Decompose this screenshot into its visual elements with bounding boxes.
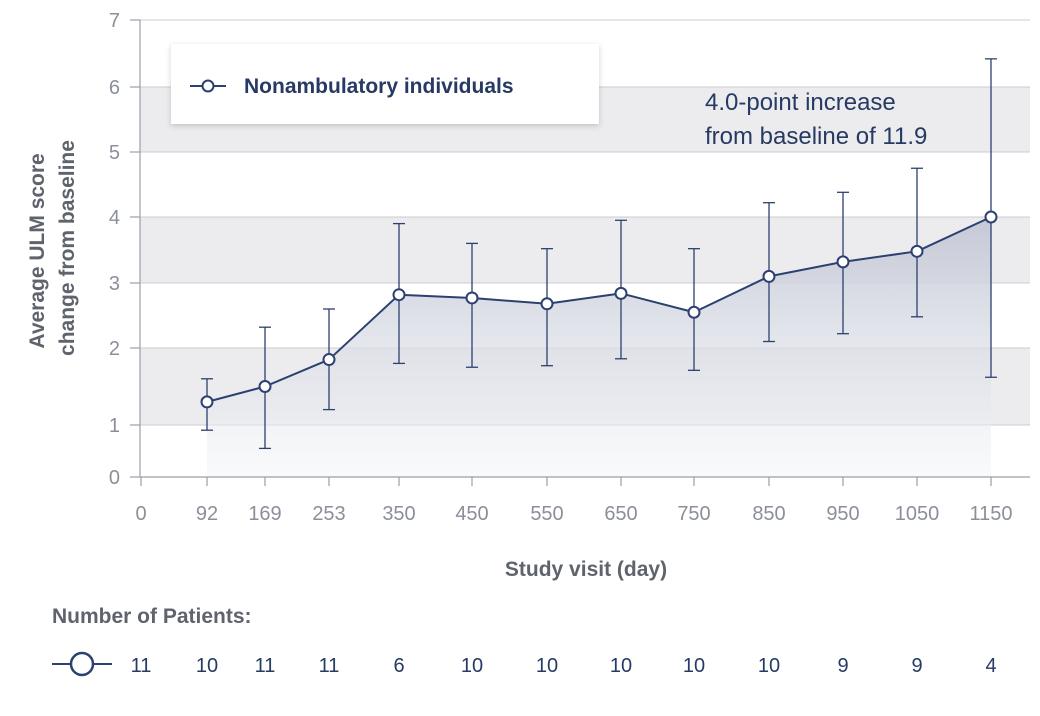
annotation: 4.0-point increase from baseline of 11.9 — [705, 89, 927, 150]
x-tick-label-1150: 1150 — [969, 503, 1012, 525]
x-tick-label-650: 650 — [604, 503, 637, 525]
y-axis-title-line-2: change from baseline — [56, 140, 79, 356]
patient-count-169: 11 — [255, 655, 276, 677]
patient-count-750: 10 — [683, 655, 705, 677]
y-tick-label-4: 4 — [109, 207, 120, 229]
x-tick-labels: 0 92 169 253 350 450 550 650 750 850 950 1050 1150 — [135, 503, 1012, 525]
y-axis-title: Average ULM score change from baseline — [26, 140, 79, 356]
data-point-92 — [200, 395, 214, 409]
data-point-850 — [762, 269, 776, 283]
x-tick-label-750: 750 — [677, 503, 710, 525]
data-point-1050 — [910, 244, 924, 258]
x-tick-label-850: 850 — [752, 503, 785, 525]
y-tick-labels: 0 1 2 3 4 5 6 7 — [109, 10, 120, 489]
annotation-line-2: from baseline of 11.9 — [705, 123, 927, 150]
data-point-450 — [465, 291, 479, 305]
patients-counts: 11 10 11 11 6 10 10 10 10 10 9 9 4 — [131, 655, 997, 677]
patient-count-650: 10 — [610, 655, 632, 677]
legend-circle-marker — [201, 79, 215, 93]
y-tick-label-0: 0 — [109, 467, 120, 489]
x-tick-label-92: 92 — [196, 503, 218, 525]
error-bar-450 — [466, 242, 478, 368]
patients-section: Number of Patients: 11 10 11 11 6 10 10 10 10 10 9… — [52, 605, 997, 677]
data-point-350 — [392, 288, 406, 302]
x-tick-label-1050: 1050 — [895, 503, 940, 525]
patient-count-850: 10 — [758, 655, 780, 677]
area-under-series — [207, 217, 991, 477]
axes — [130, 19, 1030, 486]
data-point-750 — [687, 305, 701, 319]
data-point-650 — [614, 286, 628, 300]
x-tick-label-450: 450 — [455, 503, 488, 525]
y-tick-label-5: 5 — [109, 142, 120, 164]
y-axis-title-line-1: Average ULM score — [26, 153, 49, 348]
x-tick-label-253: 253 — [312, 503, 345, 525]
data-point-1150 — [984, 210, 998, 224]
patient-count-1050: 9 — [911, 655, 922, 677]
y-tick-label-2: 2 — [109, 338, 120, 360]
data-point-253 — [322, 353, 336, 367]
x-tick-label-950: 950 — [826, 503, 859, 525]
data-point-550 — [540, 297, 554, 311]
patient-count-550: 10 — [536, 655, 558, 677]
y-tick-label-6: 6 — [109, 77, 120, 99]
x-tick-label-350: 350 — [382, 503, 415, 525]
series-line-nonambulatory — [206, 216, 992, 403]
series-line — [206, 216, 992, 403]
patient-count-450: 10 — [461, 655, 483, 677]
x-tick-label-550: 550 — [530, 503, 563, 525]
legend: Nonambulatory individuals — [171, 44, 599, 124]
data-point-950 — [836, 255, 850, 269]
x-tick-label-169: 169 — [248, 503, 281, 525]
x-axis-title: Study visit (day) — [505, 558, 667, 581]
y-tick-label-3: 3 — [109, 273, 120, 295]
patient-count-92: 10 — [196, 655, 218, 677]
patients-circle-marker — [69, 651, 95, 677]
y-tick-label-7: 7 — [109, 10, 120, 32]
patient-count-350: 6 — [393, 655, 404, 677]
x-tick-label-0: 0 — [135, 503, 146, 525]
legend-box — [171, 44, 599, 124]
error-bar-1050 — [911, 167, 923, 318]
patient-count-950: 9 — [837, 655, 848, 677]
patient-count-1150: 4 — [985, 655, 996, 677]
area-fill — [207, 217, 991, 477]
data-point-169 — [258, 380, 272, 393]
y-tick-label-1: 1 — [109, 415, 120, 437]
patients-title: Number of Patients: — [52, 605, 252, 628]
patient-count-0: 11 — [131, 655, 152, 677]
annotation-line-1: 4.0-point increase — [705, 89, 896, 116]
data-points — [200, 210, 998, 409]
patient-count-253: 11 — [319, 655, 340, 677]
legend-entry-label: Nonambulatory individuals — [244, 75, 514, 98]
